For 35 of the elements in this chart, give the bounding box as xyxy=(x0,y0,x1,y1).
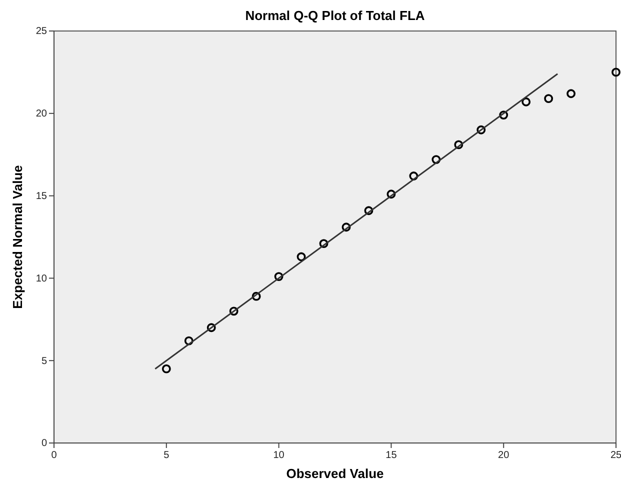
y-tick-label: 15 xyxy=(36,191,48,202)
point xyxy=(364,206,374,216)
x-tick-label: 15 xyxy=(386,450,398,462)
point xyxy=(319,239,328,248)
point xyxy=(252,292,261,301)
y-tick-label: 10 xyxy=(36,273,48,284)
x-tick-label: 5 xyxy=(164,450,170,462)
point xyxy=(566,89,576,98)
point xyxy=(612,68,620,77)
point xyxy=(162,364,171,374)
point xyxy=(544,94,554,104)
x-tick-label: 0 xyxy=(51,450,58,462)
y-tick-label: 0 xyxy=(41,438,48,450)
point xyxy=(274,272,284,282)
x-tick-label: 20 xyxy=(498,450,510,462)
y-axis-title: Expected Normal Value xyxy=(10,165,25,309)
point xyxy=(522,97,531,106)
point xyxy=(229,306,238,316)
point xyxy=(386,190,396,199)
point xyxy=(409,172,418,180)
point xyxy=(206,323,216,332)
point xyxy=(342,222,351,232)
point xyxy=(499,110,508,120)
point xyxy=(184,336,194,346)
x-tick-label: 10 xyxy=(273,450,285,462)
x-tick-label: 25 xyxy=(610,450,621,462)
y-tick-label: 20 xyxy=(36,108,48,120)
chart-title: Normal Q-Q Plot of Total FLA xyxy=(245,8,426,23)
point xyxy=(296,252,306,262)
y-tick-label: 25 xyxy=(36,26,48,38)
point xyxy=(432,155,441,164)
y-tick-label: 5 xyxy=(41,356,48,367)
x-axis-title: Observed Value xyxy=(286,466,384,481)
point xyxy=(454,140,464,150)
point xyxy=(476,125,486,134)
